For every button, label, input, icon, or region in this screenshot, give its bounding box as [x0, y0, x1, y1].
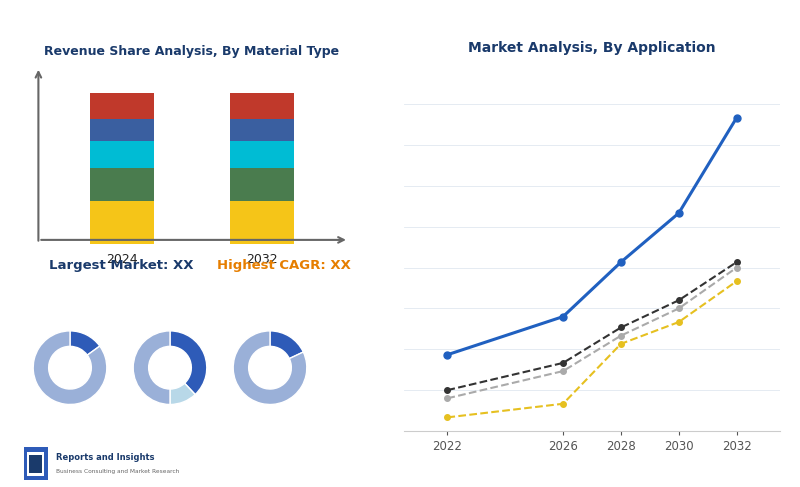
- Wedge shape: [234, 331, 306, 405]
- Wedge shape: [170, 383, 195, 405]
- Bar: [230, 141, 294, 169]
- Bar: [230, 119, 294, 141]
- Wedge shape: [170, 331, 206, 394]
- Text: Business Consulting and Market Research: Business Consulting and Market Research: [56, 469, 180, 474]
- Text: ASIA PACIFIC POUCH CELLS MARKET SEGMENT ANALYSIS: ASIA PACIFIC POUCH CELLS MARKET SEGMENT …: [12, 19, 456, 34]
- Bar: [90, 202, 154, 244]
- Title: Market Analysis, By Application: Market Analysis, By Application: [468, 41, 716, 55]
- Bar: [230, 94, 294, 119]
- FancyBboxPatch shape: [24, 448, 48, 480]
- Title: Revenue Share Analysis, By Material Type: Revenue Share Analysis, By Material Type: [45, 45, 339, 58]
- Wedge shape: [270, 331, 303, 358]
- FancyBboxPatch shape: [27, 452, 44, 475]
- Bar: [90, 169, 154, 202]
- Wedge shape: [133, 331, 170, 405]
- Bar: [230, 169, 294, 202]
- FancyBboxPatch shape: [30, 455, 42, 472]
- Text: Largest Market: XX: Largest Market: XX: [49, 259, 194, 272]
- Bar: [90, 141, 154, 169]
- Wedge shape: [34, 331, 106, 405]
- Bar: [90, 94, 154, 119]
- Bar: [90, 119, 154, 141]
- Wedge shape: [70, 331, 100, 355]
- Text: Highest CAGR: XX: Highest CAGR: XX: [217, 259, 350, 272]
- Text: Reports and Insights: Reports and Insights: [56, 453, 155, 462]
- Bar: [230, 202, 294, 244]
